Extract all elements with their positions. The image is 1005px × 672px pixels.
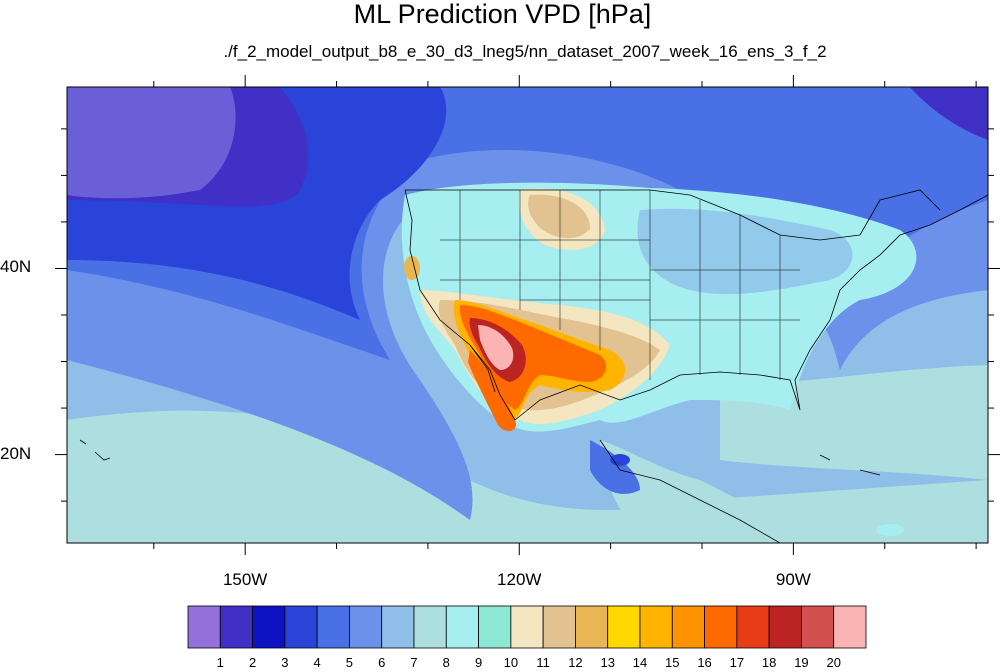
colorbar-label: 14 xyxy=(632,655,648,670)
colorbar-swatch xyxy=(736,605,770,649)
lat-tick-label: 40N xyxy=(0,257,32,277)
vpd-field xyxy=(67,87,988,543)
lat-tick-label: 20N xyxy=(0,443,32,463)
map-title: ML Prediction VPD [hPa] xyxy=(353,0,652,29)
colorbar-label: 2 xyxy=(248,655,257,670)
colorbar-label: 7 xyxy=(410,655,418,670)
northern-border xyxy=(405,189,941,241)
coastlines xyxy=(79,189,988,543)
colorbar-label: 4 xyxy=(313,655,321,670)
colorbar-label: 1 xyxy=(216,655,224,670)
mexico-coast xyxy=(599,439,781,543)
colorbar-label: 20 xyxy=(826,655,841,670)
field-southern-band xyxy=(67,410,988,543)
caribbean-islands xyxy=(819,454,881,476)
lon-tick-label: 120W xyxy=(497,570,542,589)
gulf-atlantic-coast xyxy=(514,194,988,421)
colorbar-label: 17 xyxy=(729,655,745,670)
colorbar-swatch xyxy=(445,605,479,649)
lon-tick-label: 90W xyxy=(775,570,811,589)
colorbar-swatch xyxy=(381,605,415,649)
colorbar-swatch xyxy=(671,605,705,649)
west-coast xyxy=(404,189,516,421)
colorbar-swatch xyxy=(542,605,576,649)
colorbar-swatch xyxy=(607,605,641,649)
colorbar-swatch xyxy=(349,605,383,649)
colorbar-label: 10 xyxy=(503,655,519,670)
colorbar-swatch xyxy=(639,605,673,649)
colorbar xyxy=(187,605,867,649)
field-northern-plains-12 xyxy=(528,194,590,239)
colorbar-swatch xyxy=(833,605,867,649)
colorbar-label: 16 xyxy=(697,655,712,670)
colorbar-swatch xyxy=(187,605,221,649)
colorbar-label: 11 xyxy=(536,655,550,670)
colorbar-swatch xyxy=(768,605,802,649)
field-northwest-core xyxy=(67,87,236,199)
state-borders xyxy=(440,190,800,380)
map-subtitle: ./f_2_model_output_b8_e_30_d3_lneg5/nn_d… xyxy=(223,42,827,61)
colorbar-swatch xyxy=(284,605,318,649)
colorbar-swatch xyxy=(704,605,738,649)
colorbar-swatch xyxy=(478,605,512,649)
colorbar-swatch xyxy=(801,605,835,649)
colorbar-swatch xyxy=(219,605,253,649)
lon-tick-label: 150W xyxy=(222,570,268,589)
field-southwest-20 xyxy=(478,325,514,370)
colorbar-swatch xyxy=(510,605,544,649)
field-mexico-low xyxy=(590,440,640,494)
field-northeast-corner xyxy=(910,87,988,140)
colorbar-label: 12 xyxy=(568,655,583,670)
colorbar-label: 18 xyxy=(761,655,777,670)
field-midwest xyxy=(637,208,853,295)
hawaii xyxy=(79,439,111,461)
colorbar-label: 8 xyxy=(442,655,450,670)
colorbar-label: 15 xyxy=(665,655,680,670)
field-central-america xyxy=(600,440,790,543)
colorbar-label: 9 xyxy=(474,655,483,670)
field-caribbean-spot xyxy=(876,524,904,536)
colorbar-label: 13 xyxy=(600,655,615,670)
colorbar-label: 5 xyxy=(345,655,354,670)
map-frame xyxy=(55,75,1000,555)
colorbar-label: 19 xyxy=(794,655,809,670)
colorbar-swatch xyxy=(316,605,350,649)
colorbar-label: 3 xyxy=(281,655,289,670)
colorbar-label: 6 xyxy=(378,655,386,670)
colorbar-swatch xyxy=(413,605,447,649)
colorbar-swatch xyxy=(252,605,286,649)
colorbar-swatch xyxy=(575,605,609,649)
field-baja xyxy=(468,350,517,432)
